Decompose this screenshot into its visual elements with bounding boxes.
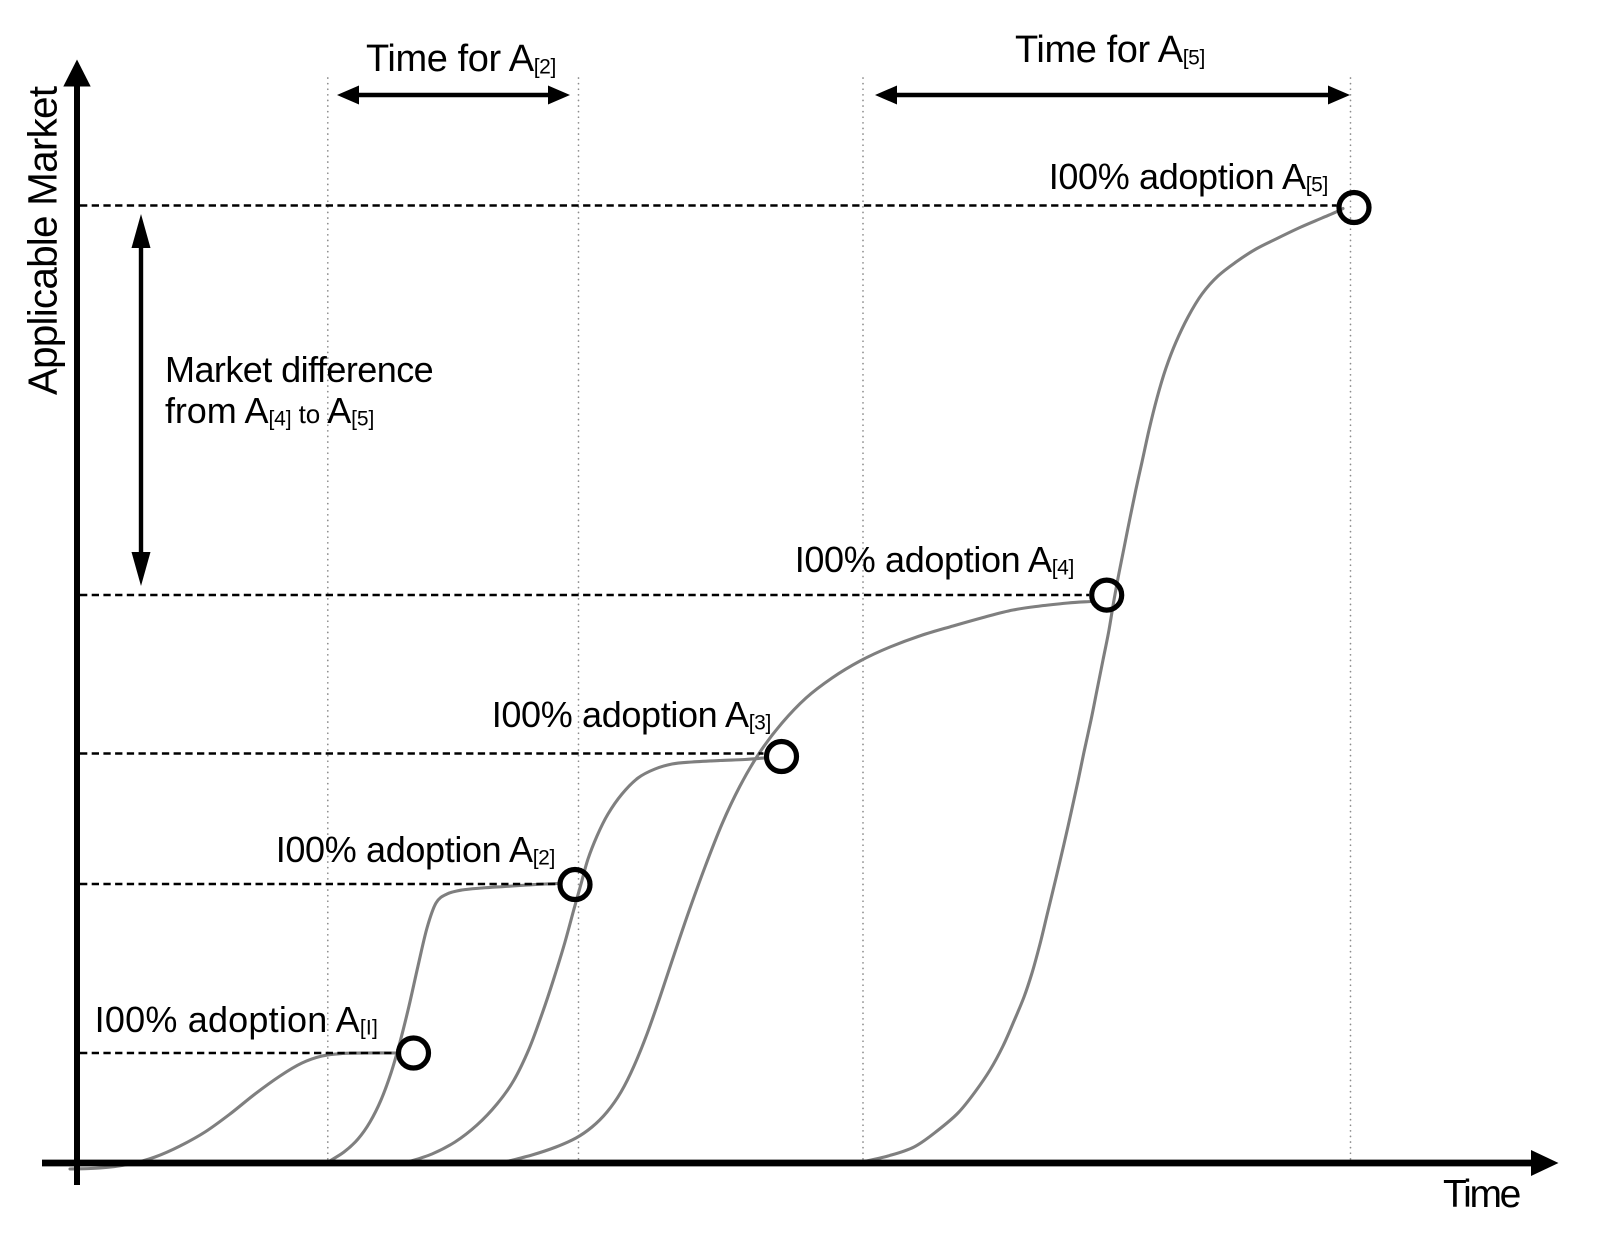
svg-text:Time for A[5]​: Time for A[5]​ — [1015, 29, 1205, 71]
svg-text:Market difference: Market difference — [165, 349, 433, 390]
svg-text:I00% adoption A[3]​: I00% adoption A[3]​ — [492, 694, 771, 735]
svg-text:I00% adoption A[5]​: I00% adoption A[5]​ — [1049, 156, 1328, 197]
svg-text:Applicable Market: Applicable Market — [20, 86, 66, 395]
svg-text:Time for A[2]​: Time for A[2]​ — [366, 38, 556, 80]
svg-text:I00% adoption A[2]​: I00% adoption A[2]​ — [276, 829, 555, 870]
svg-text:Time: Time — [1443, 1173, 1520, 1216]
svg-text:I00% adoption A[4]​: I00% adoption A[4]​ — [795, 539, 1074, 580]
svg-text:I00% adoption A[I]​: I00% adoption A[I]​ — [95, 999, 378, 1040]
